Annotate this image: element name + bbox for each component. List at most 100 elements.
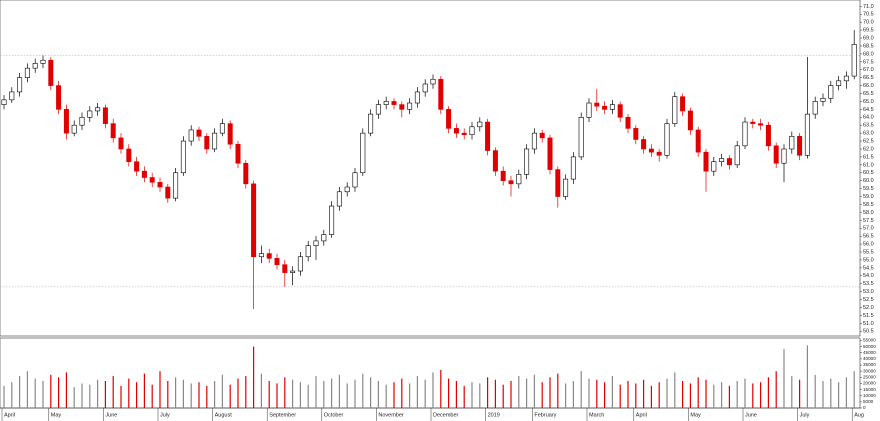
volume-bar	[245, 376, 247, 408]
candle-body	[102, 107, 108, 124]
y-tick-label: 67.5	[863, 59, 874, 65]
volume-bar	[143, 373, 145, 408]
volume-bar	[253, 346, 255, 408]
candle-body	[274, 258, 280, 265]
volume-bar	[713, 384, 715, 408]
candle-body	[188, 129, 194, 142]
y-tick-label: 62.5	[863, 139, 874, 145]
volume-bar	[533, 374, 535, 408]
candle-body	[758, 123, 764, 126]
candle-body	[726, 158, 732, 166]
y-tick-label: 56.0	[863, 242, 874, 248]
candle-body	[609, 104, 615, 110]
candle-body	[602, 105, 608, 110]
candle-body	[126, 148, 132, 162]
volume-bar	[510, 380, 512, 408]
x-tick-label: June	[105, 412, 117, 418]
candle-body	[407, 102, 413, 110]
candle-body	[219, 123, 225, 134]
volume-bar	[448, 378, 450, 408]
volume-tick-label: 25000	[863, 375, 876, 380]
y-tick-label: 56.5	[863, 234, 874, 240]
x-tick-label: July	[160, 412, 170, 418]
x-tick-label: November	[378, 412, 404, 418]
y-tick-label: 66.0	[863, 83, 874, 89]
candle-body	[165, 186, 171, 199]
candle-body	[48, 59, 54, 86]
volume-bar	[791, 376, 793, 408]
volume-bar	[159, 371, 161, 408]
candle-body	[648, 148, 654, 153]
volume-bar	[775, 371, 777, 408]
candle-body	[563, 178, 569, 197]
y-tick-label: 68.0	[863, 51, 874, 57]
volume-bar	[42, 380, 44, 408]
volume-bar	[783, 349, 785, 408]
y-tick-label: 59.5	[863, 186, 874, 192]
volume-bar	[799, 379, 801, 408]
volume-bar	[346, 383, 348, 408]
candle-body	[711, 161, 717, 172]
y-tick-label: 69.5	[863, 28, 874, 34]
volume-bar	[580, 371, 582, 408]
candle-body	[734, 145, 740, 166]
y-tick-label: 61.5	[863, 154, 874, 160]
candle-body	[391, 101, 397, 105]
candle-body	[625, 116, 631, 129]
volume-bar	[572, 380, 574, 408]
volume-bar	[549, 377, 551, 408]
candle-body	[56, 85, 62, 110]
candle-body	[336, 191, 342, 207]
candle-body	[305, 245, 311, 258]
candle-body	[773, 145, 779, 164]
candle-body	[212, 132, 218, 150]
volume-tick-label: 50000	[863, 344, 876, 349]
candle-body	[672, 96, 678, 124]
volume-tick-label: 55000	[863, 338, 876, 343]
volume-bar	[845, 377, 847, 408]
volume-bar	[50, 374, 52, 408]
candle-body	[539, 132, 545, 139]
volume-bar	[494, 379, 496, 408]
x-tick-label: October	[324, 412, 344, 418]
volume-bar	[643, 379, 645, 408]
candle-body	[63, 109, 69, 134]
y-tick-label: 66.5	[863, 75, 874, 81]
volume-bar	[619, 384, 621, 408]
volume-bar	[198, 382, 200, 408]
volume-bar	[822, 380, 824, 408]
volume-bar	[34, 378, 36, 408]
candle-body	[664, 123, 670, 156]
candle-body	[149, 177, 155, 183]
volume-bar	[596, 379, 598, 408]
volume-bar	[229, 384, 231, 408]
candle-body	[297, 256, 303, 272]
x-tick-label: May	[51, 412, 62, 418]
candle-body	[742, 121, 748, 147]
candle-body	[266, 253, 272, 259]
candle-body	[687, 110, 693, 131]
volume-bar	[65, 372, 67, 408]
price-panel	[0, 0, 861, 337]
volume-bar	[689, 383, 691, 408]
y-tick-label: 52.5	[863, 297, 874, 303]
y-tick-label: 51.5	[863, 313, 874, 319]
candle-body	[812, 101, 818, 115]
volume-bar	[650, 385, 652, 408]
y-tick-label: 63.5	[863, 123, 874, 129]
candle-body	[594, 102, 600, 107]
y-tick-label: 50.5	[863, 329, 874, 335]
volume-bar	[432, 372, 434, 408]
volume-panel	[0, 337, 861, 409]
candle-body	[578, 116, 584, 158]
volume-bar	[292, 379, 294, 408]
volume-bar	[136, 382, 138, 408]
volume-bar	[806, 345, 808, 408]
candle-body	[586, 102, 592, 118]
volume-bar	[190, 383, 192, 408]
volume-bar	[338, 374, 340, 408]
candle-body	[17, 77, 23, 93]
volume-bar	[635, 383, 637, 408]
volume-bar	[377, 380, 379, 408]
